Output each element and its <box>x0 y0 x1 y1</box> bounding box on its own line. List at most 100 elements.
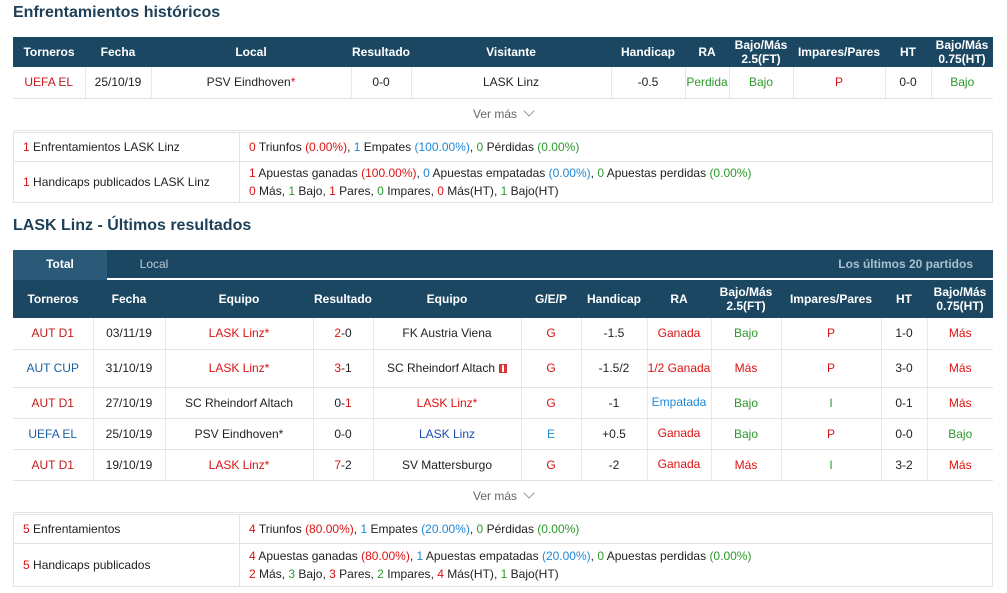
handicap: -0.5 <box>611 67 686 99</box>
bm075-value: Más <box>927 318 993 350</box>
count: 1 <box>23 175 30 189</box>
col-handicap: Handicap <box>611 37 685 67</box>
home-team-name[interactable]: PSV Eindhoven <box>206 75 291 90</box>
match-result[interactable]: 7-2 <box>313 449 374 481</box>
home-team[interactable]: LASK Linz* <box>165 349 314 388</box>
match-date: 27/10/19 <box>93 387 166 419</box>
match-date: 31/10/19 <box>93 349 166 388</box>
away-team-name[interactable]: FK Austria Viena <box>402 326 492 341</box>
won-pct: (100.00%) <box>361 166 417 180</box>
away-team[interactable]: SC Rheindorf Altach <box>373 349 522 388</box>
away-team-name[interactable]: SV Mattersburgo <box>401 457 493 472</box>
draws-label: Empates <box>370 522 418 536</box>
competition[interactable]: AUT D1 <box>13 449 94 481</box>
won-pct: (80.00%) <box>361 549 410 563</box>
bm075-value: Más <box>927 387 993 419</box>
home-team[interactable]: SC Rheindorf Altach <box>165 387 314 419</box>
summary-label: 1 Enfrentamientos LASK Linz <box>13 132 240 162</box>
tab-total[interactable]: Total <box>13 250 107 280</box>
col-ht: HT <box>881 280 927 318</box>
last-matches-filter[interactable]: Los últimos 20 partidos <box>838 257 973 271</box>
away-team-name[interactable]: LASK Linz* <box>416 395 478 410</box>
col-fecha: Fecha <box>93 280 165 318</box>
chevron-down-icon[interactable] <box>523 487 535 499</box>
bm075-value: Bajo <box>931 67 993 99</box>
home-team[interactable]: LASK Linz* <box>165 449 314 481</box>
competition[interactable]: UEFA EL <box>13 418 94 450</box>
lost-pct: (0.00%) <box>709 166 752 180</box>
home-score: 0 <box>334 426 341 441</box>
show-more-label[interactable]: Ver más <box>472 107 517 121</box>
chevron-down-icon[interactable] <box>523 105 535 117</box>
label: Enfrentamientos <box>33 522 121 536</box>
away-team[interactable]: LASK Linz <box>411 67 612 99</box>
match-result[interactable]: 0-0 <box>351 67 412 99</box>
away-team[interactable]: LASK Linz* <box>373 387 522 419</box>
summary-handicaps: 1 Apuestas ganadas (100.00%), 0 Apuestas… <box>239 161 993 203</box>
home-team[interactable]: PSV Eindhoven* <box>165 418 314 450</box>
bm25-value: Más <box>711 349 782 388</box>
wins-label: Triunfos <box>258 140 302 154</box>
ht-score: 1-0 <box>881 318 928 350</box>
home-score: 0 <box>334 395 341 410</box>
match-result[interactable]: 2-0 <box>313 318 374 350</box>
recent-show-more[interactable]: Ver más <box>13 481 993 513</box>
won-label: Apuestas ganadas <box>258 166 358 180</box>
table-row[interactable]: UEFA EL 25/10/19 PSV Eindhoven* 0-0 LASK… <box>13 67 993 99</box>
col-impares-pares: Impares/Pares <box>793 37 885 67</box>
away-score: 0 <box>345 426 352 441</box>
h2h-show-more[interactable]: Ver más <box>13 99 993 131</box>
ip-value: P <box>793 67 886 99</box>
draw-pct: (20.00%) <box>541 549 591 563</box>
ra-value: Perdida <box>685 67 730 99</box>
match-result[interactable]: 0-1 <box>313 387 374 419</box>
h2h-summary: 1 Enfrentamientos LASK Linz 0 Triunfos (… <box>13 132 993 203</box>
tab-local[interactable]: Local <box>139 257 169 271</box>
ht-score: 0-0 <box>881 418 928 450</box>
bajo-label: Bajo <box>298 184 323 198</box>
match-result[interactable]: 3-1 <box>313 349 374 388</box>
label: Handicaps publicados <box>33 558 151 572</box>
table-row[interactable]: AUT D1 19/10/19 LASK Linz* 7-2 SV Mattersbur… <box>13 449 993 481</box>
away-score: 2 <box>345 457 352 472</box>
competition[interactable]: AUT D1 <box>13 318 94 350</box>
col-torneros: Torneros <box>13 280 93 318</box>
masht-label: Más(HT) <box>447 184 494 198</box>
col-resultado: Resultado <box>313 280 373 318</box>
away-team-name[interactable]: LASK Linz <box>418 426 476 441</box>
table-row[interactable]: AUT D1 27/10/19 SC Rheindorf Altach 0-1 LASK… <box>13 387 993 419</box>
col-gep: G/E/P <box>521 280 581 318</box>
away-team-name[interactable]: SC Rheindorf Altach <box>386 361 496 375</box>
away-team[interactable]: LASK Linz <box>373 418 522 450</box>
ra-value: 1/2 Ganada <box>647 349 712 388</box>
show-more-label[interactable]: Ver más <box>472 489 517 503</box>
summary-label: 5 Handicaps publicados <box>13 543 240 587</box>
table-row[interactable]: AUT D1 03/11/19 LASK Linz* 2-0 FK Austria Vi… <box>13 318 993 350</box>
recent-tabs: Total Local Los últimos 20 partidos <box>13 250 993 280</box>
table-row[interactable]: UEFA EL 25/10/19 PSV Eindhoven* 0-0 LASK Lin… <box>13 418 993 450</box>
table-row[interactable]: AUT CUP 31/10/19 LASK Linz* 3-1 SC Rheindorf… <box>13 349 993 388</box>
label: Enfrentamientos LASK Linz <box>33 140 180 154</box>
draw-count: 1 <box>416 549 424 563</box>
col-ht: HT <box>885 37 931 67</box>
home-team[interactable]: LASK Linz* <box>165 318 314 350</box>
away-team[interactable]: SV Mattersburgo <box>373 449 522 481</box>
handicap: +0.5 <box>581 418 648 450</box>
match-result[interactable]: 0-0 <box>313 418 374 450</box>
pares-label: Pares <box>339 184 371 198</box>
ht-score: 0-1 <box>881 387 928 419</box>
competition[interactable]: UEFA EL <box>13 67 86 99</box>
bajo-count: 3 <box>288 567 296 581</box>
competition[interactable]: AUT CUP <box>13 349 94 388</box>
masht-label: Más(HT) <box>447 567 494 581</box>
col-torneros: Torneros <box>13 37 85 67</box>
losses-pct: (0.00%) <box>537 140 580 154</box>
ra-value: Empatada <box>647 387 712 419</box>
ht-score: 3-2 <box>881 449 928 481</box>
summary-record: 4 Triunfos (80.00%), 1 Empates (20.00%),… <box>239 514 993 544</box>
lost-count: 0 <box>597 166 605 180</box>
away-score: 1 <box>345 395 352 410</box>
away-team[interactable]: FK Austria Viena <box>373 318 522 350</box>
home-team[interactable]: PSV Eindhoven* <box>151 67 352 99</box>
competition[interactable]: AUT D1 <box>13 387 94 419</box>
